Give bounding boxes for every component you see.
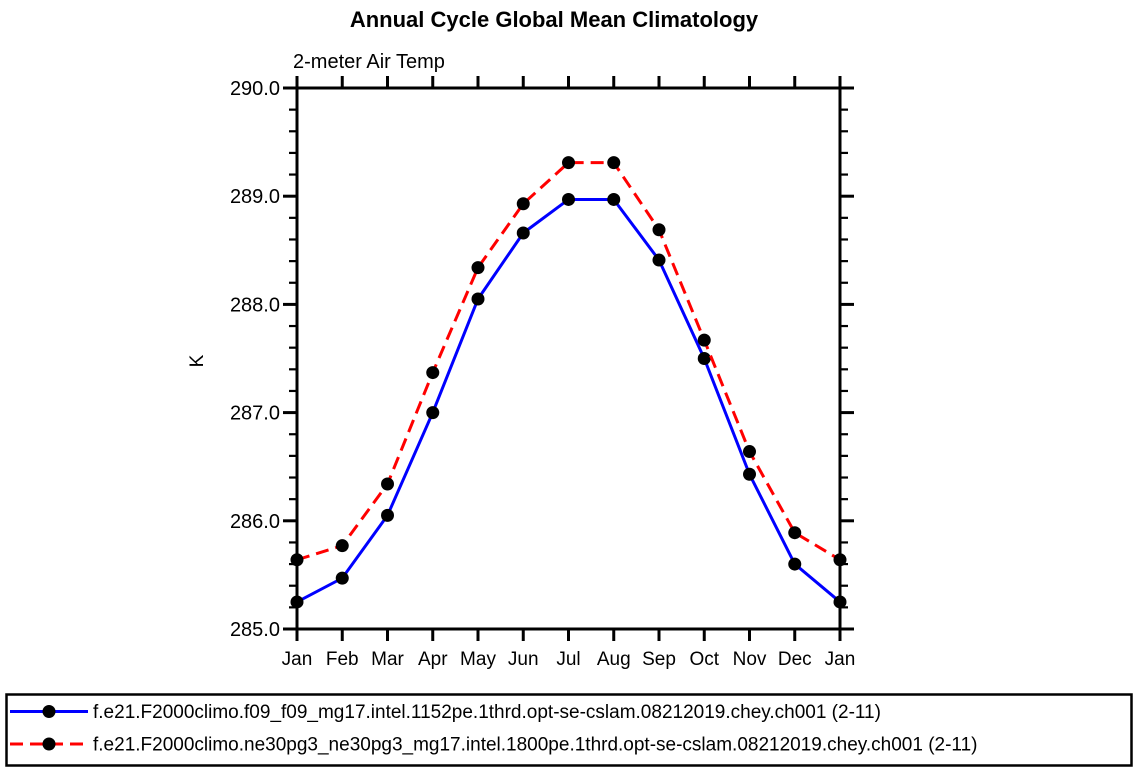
series-line-1 <box>296 161 841 562</box>
y-tick-label: 285.0 <box>230 619 280 641</box>
x-tick-label: Feb <box>326 649 359 670</box>
series-1-marker <box>788 526 802 540</box>
y-tick-label: 290.0 <box>230 78 280 100</box>
series-0-marker <box>697 352 711 365</box>
series-1-marker <box>381 477 394 491</box>
y-tick-label: 287.0 <box>230 403 280 425</box>
x-tick-label: Jun <box>508 649 539 670</box>
series-0-marker <box>516 226 530 240</box>
series-1-marker <box>652 223 666 237</box>
series-0-marker <box>290 595 304 609</box>
x-tick-label: May <box>460 649 496 670</box>
series-1-marker <box>833 553 847 567</box>
x-tick-label: Dec <box>778 649 812 670</box>
legend-entry-label: f.e21.F2000climo.ne30pg3_ne30pg3_mg17.in… <box>93 735 977 756</box>
series-0-marker <box>426 406 440 420</box>
plot-area: Jan Feb Mar Apr May Jun Jul Aug Sep Oct Nov Dec Jan2… <box>230 76 855 670</box>
y-axis-unit-label: K <box>187 354 208 367</box>
x-tick-label: Sep <box>642 649 676 670</box>
series-0-marker <box>607 192 621 206</box>
series-0-marker <box>335 571 349 585</box>
legend-entry-label: f.e21.F2000climo.f09_f09_mg17.intel.1152… <box>93 702 881 723</box>
series-1-marker <box>562 156 575 170</box>
chart-title: Annual Cycle Global Mean Climatology <box>350 7 759 32</box>
series-1-marker <box>471 261 485 275</box>
legend: f.e21.F2000climo.f09_f09_mg17.intel.1152… <box>5 693 1133 767</box>
series-1-marker <box>426 366 440 380</box>
series-0-marker <box>471 292 485 306</box>
series-0-marker <box>562 192 575 206</box>
legend-sample-marker-0 <box>42 705 56 718</box>
chart-subtitle: 2-meter Air Temp <box>293 51 445 73</box>
legend-line-samples <box>10 705 88 751</box>
legend-sample-marker-1 <box>42 737 56 751</box>
y-tick-label: 286.0 <box>230 511 280 533</box>
x-tick-label: Nov <box>733 649 767 670</box>
x-tick-label: Jul <box>556 649 580 670</box>
series-1-marker <box>607 156 621 170</box>
y-tick-label: 289.0 <box>230 186 280 208</box>
series-0-marker <box>833 595 847 609</box>
x-tick-label: Jan <box>282 649 313 670</box>
x-tick-label: Apr <box>418 649 448 670</box>
legend-box <box>5 693 1133 767</box>
series-1-marker <box>290 553 304 567</box>
series-1-marker <box>743 445 756 459</box>
series-0-marker <box>788 557 802 571</box>
series-0-marker <box>381 508 394 522</box>
series-0-marker <box>652 253 666 267</box>
series-1-marker <box>335 539 349 553</box>
x-tick-label: Mar <box>371 649 404 670</box>
series-0-marker <box>743 467 756 481</box>
x-tick-label: Aug <box>597 649 631 670</box>
x-tick-label: Jan <box>825 649 856 670</box>
x-tick-label: Oct <box>689 649 719 670</box>
series-1-marker <box>697 333 711 347</box>
series-1-marker <box>516 197 530 211</box>
series-line-0 <box>296 197 841 604</box>
y-tick-label: 288.0 <box>230 294 280 316</box>
